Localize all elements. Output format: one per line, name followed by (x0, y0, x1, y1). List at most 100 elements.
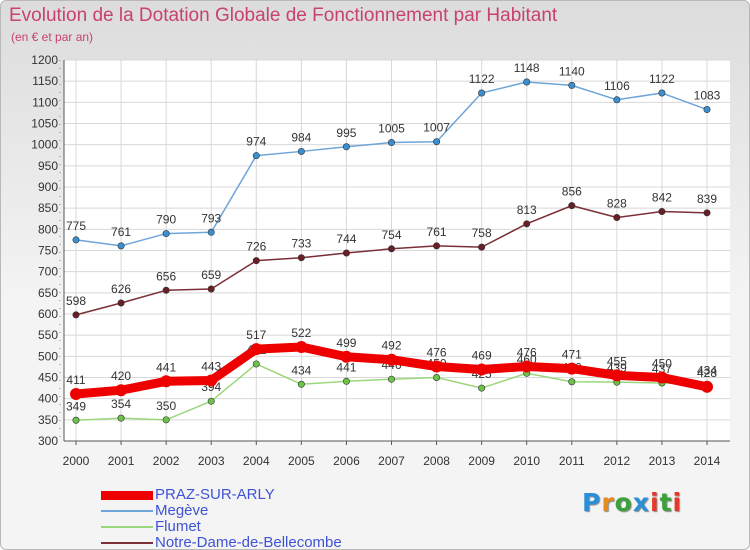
data-point-notre-dame-de-bellecombe (207, 285, 215, 293)
data-point-praz-sur-arly (475, 363, 488, 376)
data-label-meg-ve: 1122 (649, 72, 675, 86)
data-label-praz-sur-arly: 450 (652, 357, 672, 371)
x-tick-label: 2013 (649, 454, 676, 468)
data-point-flumet (117, 414, 125, 422)
data-label-praz-sur-arly: 476 (517, 345, 537, 359)
data-label-notre-dame-de-bellecombe: 761 (427, 225, 447, 239)
x-tick-label: 2003 (198, 454, 225, 468)
data-point-meg-ve (433, 138, 441, 146)
legend-label-flumet: Flumet (155, 518, 201, 535)
legend-label-megeve: Megève (155, 502, 209, 519)
data-point-meg-ve (162, 230, 170, 238)
x-tick-label: 2000 (63, 454, 90, 468)
data-label-notre-dame-de-bellecombe: 733 (291, 237, 311, 251)
x-tick-label: 2007 (378, 454, 405, 468)
y-tick-label: 300 (38, 434, 58, 448)
data-point-notre-dame-de-bellecombe (387, 245, 395, 253)
data-point-praz-sur-arly (295, 341, 308, 354)
data-label-praz-sur-arly: 469 (472, 348, 492, 362)
data-point-notre-dame-de-bellecombe (342, 249, 350, 257)
data-point-notre-dame-de-bellecombe (523, 220, 531, 228)
y-tick-label: 1050 (31, 117, 58, 131)
logo-letter: r (601, 488, 615, 517)
legend-label-praz-sur-arly: PRAZ-SUR-ARLY (155, 486, 275, 503)
data-point-praz-sur-arly (340, 350, 353, 363)
data-point-praz-sur-arly (430, 360, 443, 373)
data-label-notre-dame-de-bellecombe: 598 (66, 294, 86, 308)
data-point-praz-sur-arly (520, 360, 533, 373)
data-point-notre-dame-de-bellecombe (658, 208, 666, 216)
data-point-praz-sur-arly (385, 353, 398, 366)
data-label-notre-dame-de-bellecombe: 856 (562, 185, 582, 199)
data-label-meg-ve: 974 (246, 135, 266, 149)
data-point-meg-ve (478, 89, 486, 97)
data-label-praz-sur-arly: 522 (291, 326, 311, 340)
data-point-praz-sur-arly (610, 369, 623, 382)
data-label-praz-sur-arly: 476 (427, 345, 447, 359)
data-point-praz-sur-arly (701, 380, 713, 393)
data-point-notre-dame-de-bellecombe (613, 213, 621, 221)
y-tick-label: 500 (38, 349, 58, 363)
y-tick-label: 1200 (31, 53, 58, 67)
y-tick-label: 400 (38, 392, 58, 406)
data-point-notre-dame-de-bellecombe (162, 286, 170, 294)
data-label-meg-ve: 984 (291, 130, 311, 144)
data-point-meg-ve (658, 89, 666, 97)
data-point-flumet (342, 377, 350, 385)
data-point-flumet (568, 378, 576, 386)
logo-letter: i (650, 488, 660, 517)
data-point-meg-ve (568, 81, 576, 89)
y-tick-label: 350 (38, 413, 58, 427)
x-tick-label: 2004 (243, 454, 270, 468)
data-label-praz-sur-arly: 499 (336, 336, 356, 350)
y-tick-label: 850 (38, 201, 58, 215)
y-tick-label: 800 (38, 222, 58, 236)
data-point-praz-sur-arly (70, 388, 82, 401)
y-tick-label: 450 (38, 371, 58, 385)
data-point-meg-ve (207, 228, 215, 236)
legend-swatch-flumet (101, 526, 153, 528)
y-tick-label: 600 (38, 307, 58, 321)
y-tick-label: 900 (38, 180, 58, 194)
data-point-meg-ve (342, 143, 350, 151)
data-point-meg-ve (387, 139, 395, 147)
data-point-praz-sur-arly (115, 384, 128, 397)
data-point-praz-sur-arly (250, 343, 263, 356)
data-label-flumet: 434 (291, 363, 311, 377)
x-tick-label: 2012 (604, 454, 631, 468)
data-point-meg-ve (613, 96, 621, 104)
data-label-flumet: 350 (156, 399, 176, 413)
data-point-notre-dame-de-bellecombe (703, 209, 711, 217)
data-point-flumet (207, 397, 215, 405)
logo-letter: i (672, 488, 683, 517)
data-label-praz-sur-arly: 455 (607, 354, 627, 368)
x-tick-label: 2002 (153, 454, 180, 468)
data-label-meg-ve: 1122 (469, 72, 495, 86)
data-label-praz-sur-arly: 517 (246, 328, 266, 342)
data-label-notre-dame-de-bellecombe: 842 (652, 191, 672, 205)
data-label-praz-sur-arly: 411 (66, 373, 85, 387)
legend-swatch-notre-dame-de-bellecombe (101, 542, 153, 544)
legend-swatch-praz-sur-arly (101, 490, 153, 500)
chart-title: Evolution de la Dotation Globale de Fonc… (9, 5, 558, 26)
data-label-flumet: 349 (66, 399, 86, 413)
logo-letter: x (632, 488, 650, 517)
data-point-flumet (433, 373, 441, 381)
x-tick-label: 2008 (423, 454, 450, 468)
data-label-notre-dame-de-bellecombe: 659 (201, 268, 221, 282)
data-point-flumet (252, 360, 260, 368)
data-label-praz-sur-arly: 443 (201, 359, 221, 373)
data-label-notre-dame-de-bellecombe: 656 (156, 269, 176, 283)
data-label-praz-sur-arly: 492 (381, 339, 401, 353)
x-tick-label: 2005 (288, 454, 315, 468)
data-point-notre-dame-de-bellecombe (252, 257, 260, 265)
data-point-flumet (162, 416, 170, 424)
y-tick-label: 950 (38, 159, 58, 173)
y-tick-label: 650 (38, 286, 58, 300)
data-point-flumet (478, 384, 486, 392)
proxiti-logo: Proxiti (582, 488, 682, 517)
x-tick-label: 2001 (108, 454, 135, 468)
y-tick-label: 1000 (31, 138, 58, 152)
legend-swatch-megeve (101, 510, 153, 512)
